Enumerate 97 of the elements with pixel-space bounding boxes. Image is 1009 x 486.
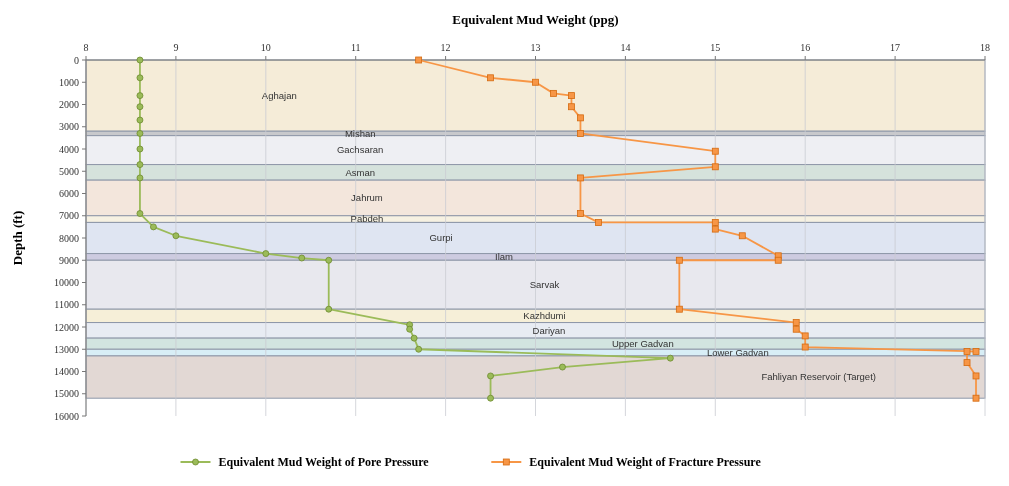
point — [262, 250, 270, 257]
y-tick-label: 15000 — [54, 388, 79, 400]
y-tick-label: 4000 — [59, 143, 79, 155]
band-label: Fahliyan Reservoir (Target) — [761, 371, 876, 383]
point — [963, 359, 971, 366]
point — [972, 348, 980, 355]
point — [487, 74, 494, 82]
y-tick-label: 9000 — [59, 254, 79, 266]
y-tick-label: 6000 — [59, 188, 79, 199]
point — [963, 348, 971, 355]
point — [577, 210, 584, 217]
x-tick-label: 9 — [173, 42, 179, 53]
point — [792, 319, 800, 326]
x-tick-label: 17 — [890, 42, 901, 53]
band-label: Aghajan — [261, 89, 297, 101]
legend-label: Equivalent Mud Weight of Pore Pressure — [218, 455, 430, 470]
x-axis-title: Equivalent Mud Weight (ppg) — [452, 12, 619, 27]
x-tick-label: 18 — [980, 42, 990, 53]
point — [774, 256, 782, 264]
x-tick-label: 8 — [83, 42, 89, 53]
y-axis-title: Depth (ft) — [10, 210, 25, 266]
y-tick-label: 2000 — [59, 99, 79, 110]
point — [577, 114, 584, 122]
point — [410, 334, 418, 342]
x-tick-label: 16 — [800, 42, 811, 53]
point — [577, 174, 584, 182]
x-tick-label: 11 — [350, 42, 361, 53]
y-tick-label: 7000 — [59, 210, 79, 222]
y-tick-label: 1000 — [59, 76, 79, 88]
point — [136, 56, 144, 64]
point — [136, 74, 144, 82]
point — [738, 232, 746, 240]
point — [568, 92, 575, 99]
point — [666, 354, 674, 362]
y-tick-label: 0 — [74, 54, 79, 66]
point — [711, 219, 719, 226]
point — [550, 89, 557, 97]
x-tick-label: 13 — [530, 42, 541, 53]
y-tick-label: 16000 — [54, 410, 79, 422]
point — [577, 130, 584, 137]
point — [136, 174, 144, 182]
y-tick-label: 10000 — [54, 277, 79, 288]
band-label: Sarvak — [529, 279, 560, 291]
point — [711, 163, 719, 171]
band-label: Ilam — [495, 251, 514, 263]
point — [801, 332, 809, 340]
point — [406, 325, 414, 333]
point — [136, 145, 144, 153]
y-tick-label: 8000 — [59, 232, 79, 244]
band-label: Gurpi — [429, 232, 453, 244]
x-tick-label: 10 — [260, 42, 271, 53]
y-tick-label: 5000 — [59, 165, 79, 177]
point — [150, 223, 157, 231]
point — [711, 225, 719, 233]
point — [559, 363, 566, 371]
point — [298, 254, 306, 262]
band-label: Gachsaran — [336, 144, 384, 156]
band-label: Jahrum — [351, 192, 383, 204]
band-label: Lower Gadvan — [706, 346, 769, 358]
band-label: Kazhdumi — [523, 310, 566, 322]
point — [136, 92, 144, 99]
y-tick-label: 11000 — [54, 299, 79, 311]
band-label: Asman — [345, 166, 375, 178]
x-tick-label: 15 — [710, 42, 721, 53]
point — [532, 78, 539, 86]
band-label: Mishan — [344, 127, 376, 139]
legend-label: Equivalent Mud Weight of Fracture Pressure — [529, 455, 762, 470]
x-tick-label: 14 — [620, 42, 631, 53]
point — [415, 56, 423, 64]
point — [972, 372, 980, 380]
point — [801, 343, 809, 351]
point — [136, 210, 144, 217]
point — [136, 103, 144, 111]
band-label: Dariyan — [532, 324, 566, 336]
point — [487, 394, 494, 402]
point — [972, 394, 980, 402]
point — [136, 161, 144, 168]
y-tick-label: 12000 — [54, 321, 79, 333]
point — [415, 345, 423, 353]
band-label: Pabdeh — [350, 213, 384, 225]
point — [711, 147, 719, 155]
point — [325, 305, 333, 313]
point — [172, 232, 180, 240]
point — [675, 305, 683, 313]
point — [595, 219, 602, 226]
band-label: Upper Gadvan — [611, 338, 674, 350]
point — [136, 116, 144, 124]
y-tick-label: 14000 — [54, 366, 79, 377]
point — [792, 325, 800, 333]
point — [136, 130, 144, 137]
y-tick-label: 3000 — [59, 121, 79, 133]
point — [675, 256, 683, 264]
point — [568, 103, 575, 111]
point — [325, 256, 333, 264]
y-tick-label: 13000 — [54, 343, 79, 355]
point — [487, 372, 494, 380]
x-tick-label: 12 — [440, 42, 451, 53]
